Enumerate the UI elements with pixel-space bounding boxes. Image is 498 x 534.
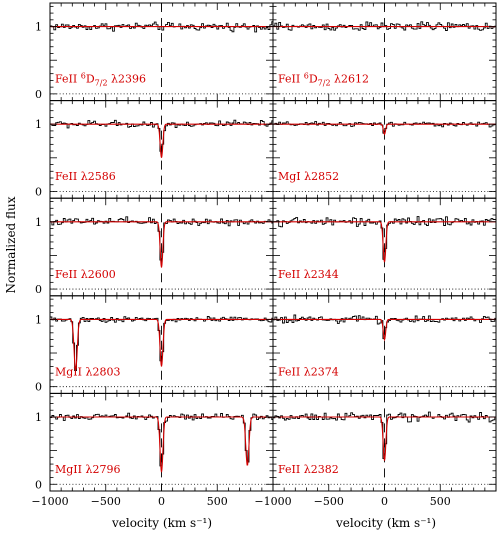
ion-label: FeII λ2586 (55, 170, 116, 183)
ion-label: MgI λ2852 (278, 170, 339, 183)
y-tick-label: 1 (35, 411, 42, 424)
ion-label: FeII λ2344 (278, 268, 339, 281)
ion-label: FeII λ2600 (55, 268, 116, 281)
y-tick-label: 0 (35, 88, 42, 101)
x-axis-label-left: velocity (km s⁻¹) (111, 516, 212, 530)
ion-label: MgII λ2803 (55, 365, 120, 378)
x-tick-label: −1000 (254, 495, 291, 508)
model-fit-line (273, 221, 496, 263)
model-fit-line (50, 123, 273, 158)
spectrum-panel: FeII 6D7/2 λ2612 (272, 2, 497, 102)
panel-grid: 0 1 FeII 6D7/2 λ2396 FeII 6D7/2 λ2612 0 1 FeII… (31, 2, 497, 508)
spectrum-line (273, 314, 496, 340)
y-tick-label: 1 (35, 21, 42, 34)
model-fit-line (50, 318, 273, 370)
spectrum-line (273, 411, 496, 460)
spectrum-panel: FeII λ2382 −1000 −500 0 500 (254, 392, 497, 508)
spectrum-panel: FeII λ2374 (272, 295, 497, 394)
x-tick-label: −500 (314, 495, 344, 508)
x-tick-label: 500 (430, 495, 451, 508)
model-fit-line (273, 318, 496, 342)
ion-label: FeII λ2382 (278, 463, 339, 476)
x-axis-label-right: velocity (km s⁻¹) (335, 516, 436, 530)
ion-label: FeII λ2374 (278, 365, 339, 378)
spectrum-panel: 0 1 MgII λ2803 (35, 295, 274, 394)
y-tick-label: 0 (35, 381, 42, 394)
x-tick-label: −1000 (31, 495, 68, 508)
y-tick-label: 1 (35, 313, 42, 326)
spectrum-panel: 0 1 MgII λ2796 −1000 −500 0 500 (31, 392, 274, 508)
y-axis-label: Normalized flux (4, 196, 18, 293)
spectrum-panel: FeII λ2344 (272, 197, 497, 297)
spectrum-panel: 0 1 FeII λ2586 (35, 100, 274, 199)
x-tick-label: 0 (158, 495, 165, 508)
x-tick-label: 500 (207, 495, 228, 508)
spectrum-line (50, 216, 273, 261)
model-fit-line (50, 221, 273, 268)
y-tick-label: 0 (35, 478, 42, 491)
ion-label: FeII 6D7/2 λ2612 (278, 72, 369, 88)
model-fit-line (50, 416, 273, 473)
model-fit-line (273, 416, 496, 461)
y-tick-label: 1 (35, 118, 42, 131)
spectrum-panel: MgI λ2852 (272, 100, 497, 199)
y-tick-label: 0 (35, 283, 42, 296)
y-tick-label: 0 (35, 185, 42, 198)
y-tick-label: 1 (35, 216, 42, 229)
model-fit-line (273, 123, 496, 136)
spectrum-panel: 0 1 FeII 6D7/2 λ2396 (35, 2, 274, 102)
spectrum-panel: 0 1 FeII λ2600 (35, 197, 274, 297)
x-tick-label: −500 (91, 495, 121, 508)
spectrum-line (273, 216, 496, 260)
ion-label: MgII λ2796 (55, 463, 120, 476)
ion-label: FeII 6D7/2 λ2396 (55, 72, 146, 88)
x-tick-label: 0 (381, 495, 388, 508)
